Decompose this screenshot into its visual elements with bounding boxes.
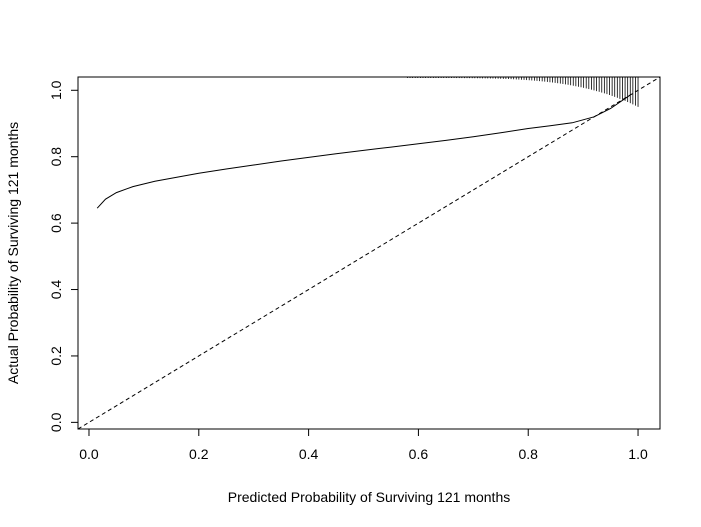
- y-tick-label: 0.0: [48, 412, 64, 432]
- reference-line: [77, 76, 661, 430]
- x-tick-label: 0.4: [299, 446, 319, 462]
- y-tick-label: 0.8: [48, 147, 64, 167]
- y-tick-label: 0.4: [48, 280, 64, 300]
- y-axis-title: Actual Probability of Surviving 121 mont…: [5, 122, 21, 384]
- y-tick-label: 0.2: [48, 346, 64, 366]
- x-tick-label: 1.0: [628, 446, 648, 462]
- x-tick-label: 0.8: [518, 446, 538, 462]
- x-tick-label: 0.6: [409, 446, 429, 462]
- x-axis: 0.0 0.2 0.4 0.6 0.8 1.0: [79, 428, 648, 462]
- y-tick-label: 1.0: [48, 80, 64, 100]
- x-tick-label: 0.2: [189, 446, 209, 462]
- y-axis: 0.0 0.2 0.4 0.6 0.8 1.0: [48, 80, 79, 432]
- x-axis-title: Predicted Probability of Surviving 121 m…: [228, 489, 510, 505]
- x-tick-label: 0.0: [79, 446, 99, 462]
- plot-area: [77, 76, 661, 430]
- calibration-curve: [96, 94, 631, 209]
- y-tick-label: 0.6: [48, 213, 64, 233]
- plot-frame: [77, 76, 661, 430]
